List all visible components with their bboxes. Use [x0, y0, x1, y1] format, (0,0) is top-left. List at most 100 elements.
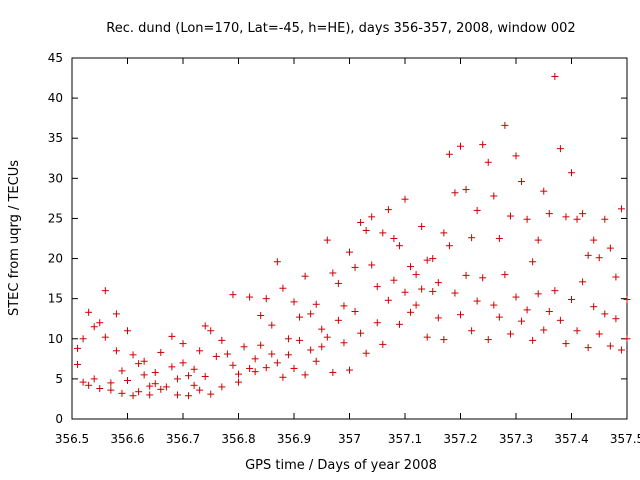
data-point [401, 288, 409, 296]
data-point [590, 303, 598, 311]
data-point [462, 271, 470, 279]
data-point [85, 308, 93, 316]
data-point [312, 357, 320, 365]
data-point [334, 316, 342, 324]
data-point [201, 372, 209, 380]
data-point [484, 336, 492, 344]
data-point [362, 349, 370, 357]
data-point [579, 278, 587, 286]
data-point [495, 235, 503, 242]
data-point [606, 342, 614, 350]
data-point [484, 158, 492, 166]
data-point [190, 365, 198, 373]
data-point [296, 336, 304, 344]
x-tick-label: 357.3 [499, 432, 533, 446]
data-point [562, 340, 570, 348]
data-point [74, 360, 82, 368]
data-point [273, 359, 281, 367]
data-point [173, 375, 181, 383]
y-tick-label: 20 [48, 252, 63, 266]
data-point [235, 370, 242, 378]
data-point [235, 378, 242, 386]
data-point [151, 368, 159, 376]
data-point [412, 271, 420, 279]
y-tick-label: 35 [48, 131, 63, 145]
data-point [107, 386, 115, 394]
data-point [451, 189, 459, 197]
data-point [135, 360, 143, 368]
data-point [218, 383, 226, 391]
data-point [534, 236, 542, 244]
data-point [407, 308, 415, 316]
data-point [429, 287, 437, 295]
data-point [617, 346, 625, 354]
data-point [407, 263, 415, 271]
data-point [584, 344, 592, 352]
data-point [440, 336, 448, 344]
data-point [390, 235, 398, 242]
data-point [512, 293, 520, 301]
x-tick-label: 356.5 [55, 432, 89, 446]
data-point [257, 341, 265, 349]
data-point [196, 386, 204, 394]
data-point [451, 289, 459, 297]
data-point [445, 242, 453, 250]
data-points [74, 72, 631, 400]
y-tick-label: 5 [55, 372, 63, 386]
data-point [90, 375, 98, 383]
y-tick-label: 0 [55, 412, 63, 426]
data-point [395, 242, 403, 250]
data-point [379, 340, 387, 348]
data-point [595, 254, 603, 262]
data-point [96, 385, 104, 393]
data-point [434, 279, 442, 287]
x-tick-label: 356.8 [221, 432, 255, 446]
y-tick-labels: 0 5 10 15 20 25 30 35 40 45 [48, 51, 63, 426]
x-tick-labels: 356.5 356.6 356.7 356.8 356.9 357 357.1 357.2 35… [55, 432, 640, 446]
data-point [384, 206, 392, 214]
data-point [362, 226, 370, 234]
data-point [423, 333, 431, 341]
data-point [323, 236, 331, 244]
data-point [290, 298, 298, 306]
data-point [351, 308, 359, 316]
data-point [262, 295, 270, 303]
data-point [523, 306, 531, 314]
data-point [246, 364, 254, 372]
data-point [368, 261, 376, 269]
data-point [340, 302, 348, 310]
data-point [329, 269, 337, 277]
data-point [273, 258, 281, 266]
data-point [562, 213, 570, 221]
data-point [440, 229, 448, 237]
data-point [479, 274, 487, 282]
data-point [140, 357, 148, 365]
data-point [512, 152, 520, 160]
data-point [601, 215, 609, 223]
plot-area-frame [71, 57, 628, 420]
data-point [518, 317, 526, 325]
data-point [412, 301, 420, 309]
data-point [346, 366, 353, 374]
data-point [418, 285, 426, 293]
data-point [545, 210, 553, 218]
data-point [279, 284, 287, 292]
data-point [223, 350, 231, 358]
data-point [279, 373, 287, 381]
data-point [351, 263, 359, 271]
data-point [284, 351, 292, 359]
data-point [523, 215, 531, 223]
data-point [257, 312, 265, 320]
data-point [190, 381, 198, 389]
data-point [418, 222, 426, 230]
data-point [185, 372, 193, 380]
data-point [556, 145, 564, 153]
data-point [434, 314, 442, 322]
data-point [617, 205, 625, 213]
data-point [473, 297, 481, 305]
data-point [529, 258, 537, 266]
data-point [490, 192, 498, 200]
x-tick-label: 357.4 [554, 432, 588, 446]
y-axis-label: STEC from uqrg / TECUs [7, 160, 22, 316]
data-point [251, 355, 259, 363]
